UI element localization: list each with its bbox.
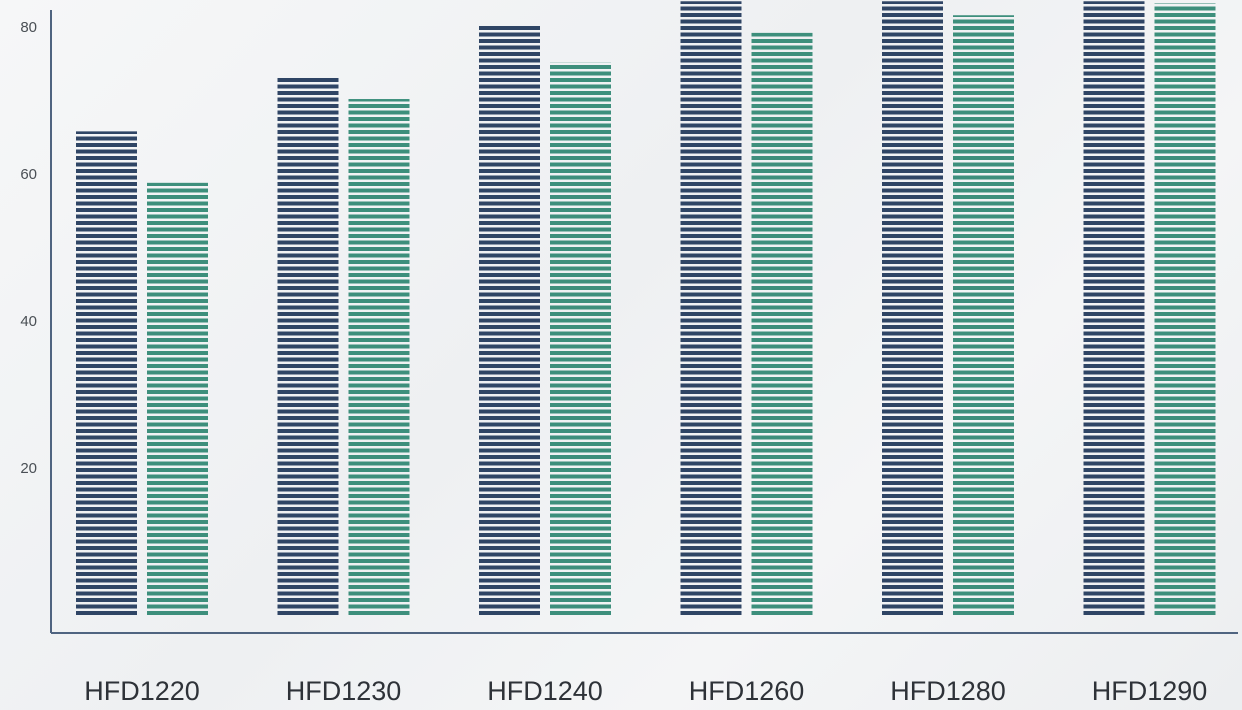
bar-hfd1280-series-2 <box>953 15 1014 616</box>
x-category-labels: HFD1220 HFD1230 HFD1240 HFD1260 HFD1280 HFD12… <box>84 676 1207 706</box>
bar-hfd1230-series-2 <box>348 99 410 615</box>
bar-hfd1260-series-2 <box>751 32 813 615</box>
x-category-label-hfd1260: HFD1260 <box>689 676 805 706</box>
bar-hfd1290-series-1 <box>1083 1 1145 615</box>
bars-group <box>76 1 1216 616</box>
x-category-label-hfd1290: HFD1290 <box>1092 676 1208 706</box>
y-tick-label-80: 80 <box>20 19 37 36</box>
bar-hfd1280-series-1 <box>882 1 943 615</box>
x-category-label-hfd1280: HFD1280 <box>890 676 1006 706</box>
bar-hfd1290-series-2 <box>1154 3 1216 616</box>
bar-hfd1260-series-1 <box>680 1 742 615</box>
y-tick-label-40: 40 <box>20 313 37 330</box>
y-tick-labels: 20 40 60 80 <box>20 19 37 477</box>
y-tick-label-60: 60 <box>20 166 37 183</box>
bar-hfd1220-series-1 <box>76 131 137 615</box>
x-category-label-hfd1220: HFD1220 <box>84 676 200 706</box>
x-category-label-hfd1230: HFD1230 <box>286 676 402 706</box>
x-category-label-hfd1240: HFD1240 <box>487 676 603 706</box>
bar-hfd1220-series-2 <box>147 182 208 615</box>
y-tick-label-20: 20 <box>20 460 37 477</box>
bar-hfd1240-series-2 <box>550 62 611 615</box>
bar-hfd1240-series-1 <box>479 24 540 616</box>
bar-hfd1230-series-1 <box>277 76 339 616</box>
